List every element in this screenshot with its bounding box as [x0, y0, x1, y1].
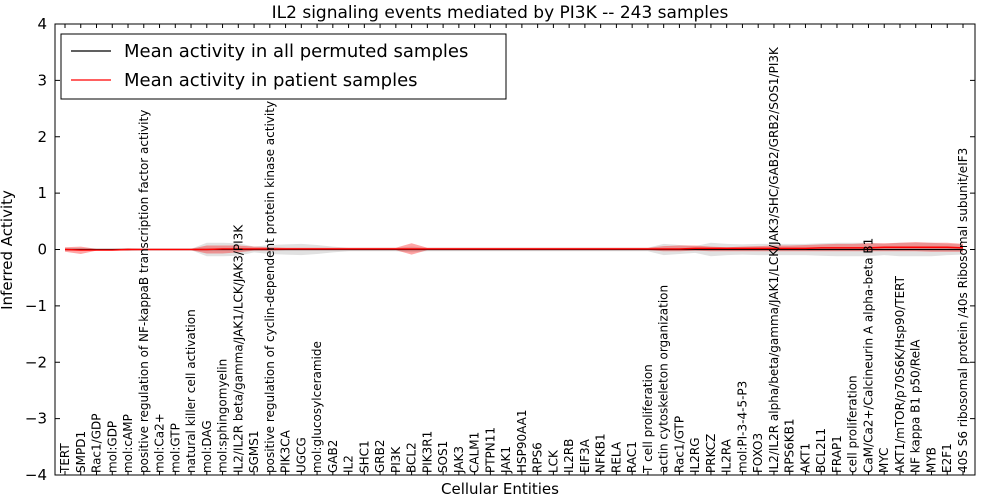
- patient-mean-line: [64, 246, 964, 251]
- category-label: FOXO3: [751, 433, 765, 473]
- y-tick-label: 3: [37, 71, 47, 89]
- category-label: positive regulation of cyclin-dependent …: [263, 101, 277, 473]
- category-label: NFKB1: [594, 433, 608, 473]
- y-axis-label: Inferred Activity: [0, 190, 16, 310]
- category-label: SMPD1: [74, 431, 88, 473]
- legend-box: [60, 33, 507, 100]
- category-label: T cell proliferation: [641, 364, 655, 474]
- category-label: CALM1: [468, 432, 482, 473]
- category-label: NF kappa B1 p50/RelA: [909, 339, 923, 473]
- y-tick-label: 4: [37, 15, 47, 33]
- y-tick-label: 1: [37, 184, 47, 202]
- category-label: E2F1: [940, 443, 954, 473]
- category-label: SGMS1: [247, 430, 261, 473]
- category-label: UGCG: [294, 437, 308, 473]
- category-label: MYB: [924, 447, 938, 473]
- y-tick-label: −3: [25, 410, 47, 428]
- category-label: PIK3R1: [420, 431, 434, 473]
- category-label: mol:GDP: [105, 421, 119, 473]
- chart-title: IL2 signaling events mediated by PI3K --…: [272, 3, 729, 23]
- category-label: AKT1/mTOR/p70S6K/Hsp90/TERT: [893, 275, 907, 473]
- category-label: mol:cAMP: [121, 414, 135, 473]
- category-label: mol:GTP: [168, 423, 182, 473]
- category-label: 40S S6 ribosomal protein /40s Ribosomal …: [956, 148, 970, 473]
- category-label: JAK3: [452, 446, 466, 474]
- category-label: LCK: [546, 449, 560, 473]
- legend-label-patient: Mean activity in patient samples: [124, 70, 418, 91]
- category-label: SOS1: [436, 441, 450, 473]
- category-label: IL2: [342, 455, 356, 473]
- category-label: mol:PI-3-4-5-P3: [735, 381, 749, 473]
- category-label: RPS6KB1: [783, 418, 797, 473]
- category-label: JAK1: [499, 446, 513, 474]
- category-label: BCL2L1: [814, 428, 828, 473]
- category-label: SHC1: [357, 440, 371, 473]
- category-label: IL2RA: [720, 438, 734, 473]
- category-labels: TERT SMPD1 Rac1/GDP mol:GDP mol:cAMP positive…: [58, 46, 970, 474]
- category-label: PI3K: [389, 446, 403, 473]
- y-tick-label: 0: [37, 241, 47, 259]
- category-label: mol:glucosylceramide: [310, 341, 324, 473]
- y-tick-label: −2: [25, 353, 47, 371]
- category-label: GAB2: [326, 440, 340, 473]
- plot-frame: [54, 23, 976, 476]
- axis-ticks: 4 3 2 1 0 −1 −2 −3 −4: [25, 15, 975, 484]
- y-tick-label: −4: [25, 466, 47, 484]
- category-label: IL2RB: [562, 439, 576, 473]
- category-label: BCL2: [405, 442, 419, 473]
- category-label: actin cytoskeleton organization: [657, 285, 671, 473]
- category-label: PIK3CA: [279, 429, 293, 473]
- category-label: RPS6: [531, 442, 545, 473]
- y-tick-label: −1: [25, 297, 47, 315]
- category-label: IL2RG: [688, 438, 702, 474]
- x-axis-label: Cellular Entities: [441, 480, 559, 498]
- category-label: mol:Ca2+: [153, 413, 167, 473]
- category-label: mol:sphingomyelin: [216, 359, 230, 473]
- category-label: RELA: [609, 441, 623, 473]
- series-lines: [64, 246, 964, 251]
- category-label: HSP90AA1: [515, 409, 529, 473]
- category-label: natural killer cell activation: [184, 309, 198, 473]
- category-label: MYC: [877, 448, 891, 473]
- y-tick-label: 2: [37, 128, 47, 146]
- category-label: AKT1: [798, 443, 812, 473]
- category-label: positive regulation of NF-kappaB transcr…: [137, 110, 151, 473]
- category-label: EIF3A: [578, 438, 592, 473]
- category-label: TERT: [58, 443, 72, 474]
- legend: Mean activity in all permuted samples Me…: [60, 33, 507, 100]
- category-label: Rac1/GDP: [90, 414, 104, 473]
- category-label: cell proliferation: [846, 375, 860, 473]
- category-label: PTPN11: [483, 427, 497, 473]
- category-label: Rac1/GTP: [672, 416, 686, 473]
- category-label: PRKCZ: [704, 434, 718, 473]
- category-label: mol:DAG: [200, 420, 214, 473]
- category-label: FRAP1: [830, 435, 844, 473]
- legend-label-permuted: Mean activity in all permuted samples: [124, 41, 468, 62]
- category-label: IL2/IL2R alpha/beta/gamma/JAK1/LCK/JAK3/…: [767, 46, 781, 473]
- category-label: CaM/Ca2+/Calcineurin A alpha-beta B1: [861, 238, 875, 473]
- category-label: RAC1: [625, 441, 639, 473]
- category-label: IL2/IL2R beta/gamma/JAK1/LCK/JAK3/PI3K: [231, 224, 245, 473]
- category-label: GRB2: [373, 439, 387, 473]
